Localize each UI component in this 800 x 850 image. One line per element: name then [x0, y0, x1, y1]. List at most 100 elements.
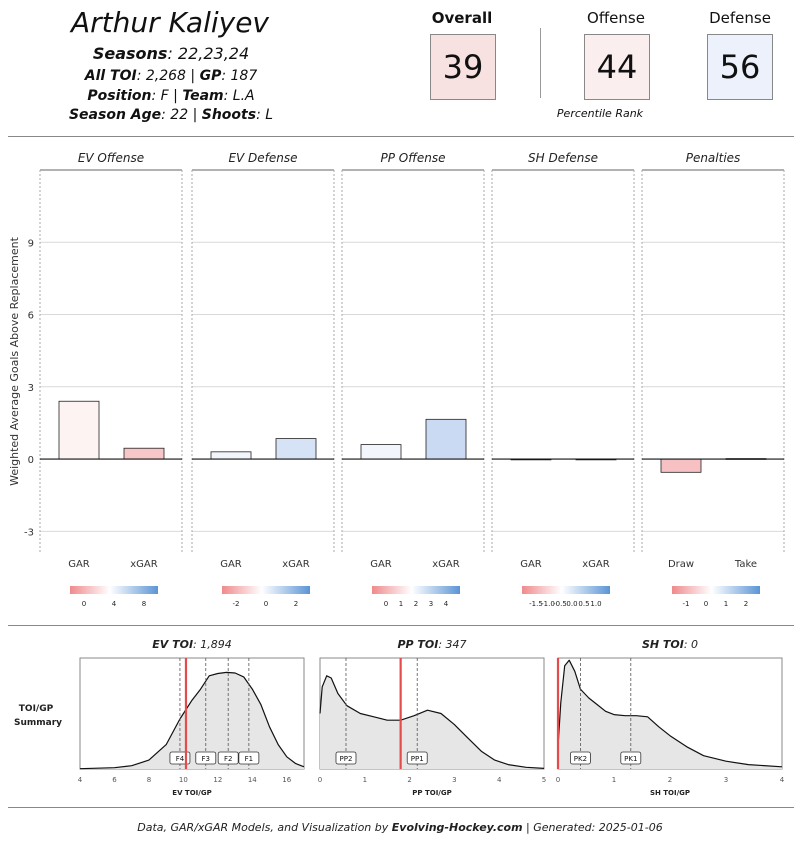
- x-tick-label: 3: [724, 776, 728, 784]
- x-axis-label: PP TOI/GP: [412, 789, 451, 797]
- density-title-value: : 347: [438, 638, 466, 651]
- x-tick-label: Draw: [668, 559, 694, 570]
- marker-label-box: [570, 751, 591, 765]
- y-tick-label: 3: [28, 383, 34, 394]
- color-scale-bar: [522, 586, 610, 594]
- color-scale-tick: 8: [142, 600, 146, 608]
- x-axis-label: EV TOI/GP: [172, 789, 211, 797]
- density-title-label: PP TOI: [397, 638, 438, 651]
- density-title: PP TOI: 347: [397, 638, 466, 651]
- x-tick-label: 8: [147, 776, 151, 784]
- x-axis-label: SH TOI/GP: [650, 789, 690, 797]
- color-scale-tick: -0.5: [553, 600, 567, 608]
- panel-title: EV Offense: [78, 151, 144, 165]
- density-area: [320, 675, 544, 769]
- bar-gar: [210, 451, 252, 460]
- marker-label: PP2: [340, 755, 353, 763]
- color-scale-tick: 2: [414, 600, 418, 608]
- bottom-rule: [8, 807, 794, 808]
- defense-label: Defense: [709, 9, 771, 27]
- x-tick-label: Take: [734, 559, 757, 570]
- density-title-value: : 1,894: [193, 638, 232, 651]
- y-tick-label: 6: [28, 311, 34, 322]
- x-tick-label: 14: [248, 776, 257, 784]
- panel-title: PP Offense: [380, 151, 445, 165]
- defense-rank-box: 56: [707, 34, 773, 100]
- color-scale-tick: 0.5: [578, 600, 589, 608]
- x-tick-label: 2: [668, 776, 672, 784]
- density-title: EV TOI: 1,894: [152, 638, 232, 651]
- middle-rule: [8, 625, 794, 626]
- x-tick-label: 5: [542, 776, 546, 784]
- x-tick-label: GAR: [68, 559, 90, 570]
- color-scale-tick: 2: [744, 600, 748, 608]
- color-scale-tick: 1: [724, 600, 728, 608]
- y-tick-label: 9: [28, 238, 34, 249]
- marker-label-box: [406, 751, 428, 765]
- density-area: [558, 660, 782, 769]
- x-tick-label: 1: [612, 776, 616, 784]
- overall-label: Overall: [431, 9, 493, 27]
- marker-label-box: [238, 751, 260, 765]
- color-scale-tick: 1.0: [590, 600, 601, 608]
- bar-gar: [360, 444, 402, 460]
- color-scale-tick: 1: [399, 600, 403, 608]
- marker-label-box: [335, 751, 357, 765]
- color-scale-bar: [672, 586, 760, 594]
- color-scale-bar: [70, 586, 158, 594]
- panel-title: EV Defense: [228, 151, 297, 165]
- panel-title: SH Defense: [528, 151, 598, 165]
- bar-xgar: [425, 418, 467, 460]
- bar-xgar: [123, 447, 165, 460]
- color-scale-bar: [372, 586, 460, 594]
- x-tick-label: GAR: [220, 559, 242, 570]
- bar-draw: [660, 458, 702, 473]
- bar-xgar: [275, 438, 317, 460]
- x-tick-label: 12: [213, 776, 222, 784]
- x-tick-label: 3: [452, 776, 456, 784]
- x-tick-label: 6: [112, 776, 117, 784]
- x-tick-label: 2: [407, 776, 411, 784]
- panel-title: Penalties: [686, 151, 741, 165]
- age-line: Season Age: 22 | Shoots: L: [68, 107, 274, 123]
- x-tick-label: 0: [318, 776, 322, 784]
- offense-label: Offense: [587, 9, 645, 27]
- color-scale-tick: 0: [82, 600, 86, 608]
- marker-label: PK2: [574, 755, 587, 763]
- color-scale-tick: -1.5: [529, 600, 543, 608]
- x-tick-label: xGAR: [582, 559, 610, 570]
- marker-label-box: [195, 751, 217, 765]
- color-scale-tick: 3: [429, 600, 433, 608]
- density-curve: [79, 671, 305, 770]
- color-scale-tick: 4: [444, 600, 449, 608]
- marker-label-box: [620, 751, 642, 765]
- toi-line: All TOI: 2,268 | GP: 187: [84, 68, 258, 84]
- x-tick-label: 10: [179, 776, 188, 784]
- x-tick-label: 1: [363, 776, 367, 784]
- density-title-value: : 0: [684, 638, 698, 651]
- density-curve: [557, 659, 783, 768]
- top-rule: [8, 136, 794, 137]
- x-tick-label: GAR: [370, 559, 392, 570]
- row-label: Summary: [14, 718, 62, 728]
- marker-label-box: [217, 751, 239, 765]
- offense-rank-box: 44: [584, 34, 650, 100]
- header-divider: [540, 28, 541, 98]
- color-scale-tick: -2: [233, 600, 240, 608]
- x-tick-label: 4: [780, 776, 785, 784]
- x-tick-label: xGAR: [130, 559, 158, 570]
- density-title: SH TOI: 0: [642, 638, 698, 651]
- color-scale-tick: -1: [683, 600, 690, 608]
- density-title-label: EV TOI: [152, 638, 193, 651]
- gar-bar-chart: Weighted Average Goals Above Replacement…: [8, 151, 785, 608]
- y-tick-label: 0: [28, 455, 34, 466]
- x-tick-label: 4: [497, 776, 502, 784]
- marker-label: PK1: [624, 755, 637, 763]
- color-scale-bar: [222, 586, 310, 594]
- y-axis-label: Weighted Average Goals Above Replacement: [8, 236, 21, 485]
- percentile-caption: Percentile Rank: [556, 107, 644, 120]
- x-tick-label: xGAR: [432, 559, 460, 570]
- color-scale-tick: 4: [112, 600, 117, 608]
- density-area: [80, 672, 304, 769]
